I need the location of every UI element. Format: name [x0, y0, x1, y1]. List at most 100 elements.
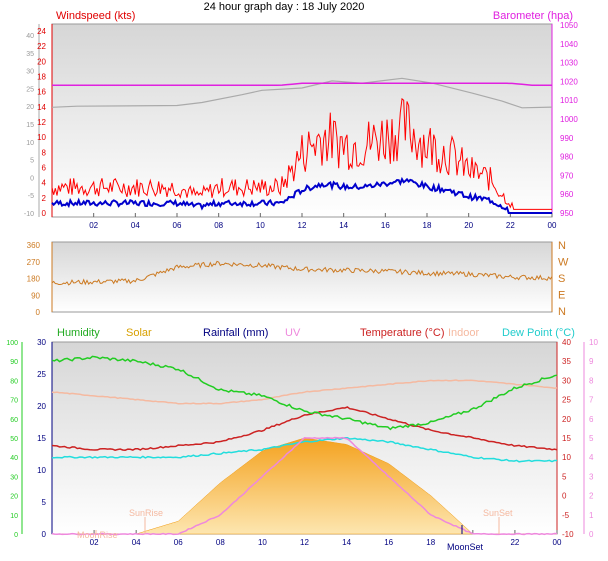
- temperature-tick-label: 35: [562, 357, 571, 366]
- outer-tick-label: 0: [30, 175, 34, 182]
- humidity-tick-label: 90: [10, 359, 18, 366]
- chart-title: 24 hour graph day : 18 July 2020: [204, 1, 365, 13]
- temperature-tick-label: 40: [562, 338, 571, 347]
- rainfall-label: Rainfall (mm): [203, 327, 268, 339]
- top-x-tick-label: 04: [131, 221, 140, 230]
- degree-tick-label: 360: [27, 241, 41, 250]
- top-x-tick-label: 14: [339, 221, 348, 230]
- uv-tick-label: 4: [589, 453, 594, 462]
- outer-tick-label: 35: [26, 51, 34, 58]
- outer-tick-label: 25: [26, 86, 34, 93]
- top-x-tick-label: 00: [548, 221, 557, 230]
- barometer-tick-label: 1010: [560, 96, 578, 105]
- rain-ticks: 30 25 20 15 10 5 0: [37, 338, 46, 539]
- barometer-tick-label: 970: [560, 171, 574, 180]
- uv-label: UV: [285, 327, 301, 339]
- outer-tick-label: 40: [26, 33, 34, 40]
- outer-tick-label: 5: [30, 158, 34, 165]
- humidity-tick-label: 70: [10, 398, 18, 405]
- uv-tick-label: 0: [589, 530, 594, 539]
- dewpoint-line: [52, 436, 557, 463]
- rain-tick-label: 15: [37, 434, 46, 443]
- solar-label: Solar: [126, 327, 152, 339]
- uv-tick-label: 5: [589, 434, 594, 443]
- windspeed-tick-label: 22: [37, 42, 46, 51]
- barometer-tick-label: 960: [560, 190, 574, 199]
- windspeed-tick-label: 18: [37, 73, 46, 82]
- humidity-tick-label: 50: [10, 436, 18, 443]
- windspeed-tick-label: 6: [42, 164, 47, 173]
- compass-tick-label: W: [558, 257, 569, 269]
- uv-tick-label: 8: [589, 376, 594, 385]
- degree-tick-label: 0: [36, 308, 41, 317]
- windspeed-tick-label: 20: [37, 57, 46, 66]
- top-x-tick-label: 18: [423, 221, 432, 230]
- compass-tick-label: S: [558, 273, 565, 285]
- humidity-tick-label: 10: [10, 513, 18, 520]
- top-x-tick-label: 06: [173, 221, 182, 230]
- windspeed-tick-label: 0: [42, 209, 47, 218]
- uv-tick-label: 10: [589, 338, 598, 347]
- temperature-tick-label: 10: [562, 453, 571, 462]
- direction-plot-area: [51, 241, 553, 313]
- windspeed-tick-label: 16: [37, 88, 46, 97]
- outer-tick-label: -5: [28, 193, 34, 200]
- outer-tick-label: 15: [26, 122, 34, 129]
- barometer-ticks: 1050 1040 1030 1020 1010 1000 990 980 970 960 950: [560, 21, 578, 218]
- humidity-tick-label: 30: [10, 474, 18, 481]
- bottom-legend: Humidity Solar Rainfall (mm) UV Temperat…: [57, 327, 575, 339]
- uv-tick-label: 3: [589, 472, 594, 481]
- outer-tick-label: 30: [26, 69, 34, 76]
- bottom-x-tick-label: 22: [510, 538, 519, 547]
- bottom-x-tick-label: 04: [132, 538, 141, 547]
- bottom-x-tick-label: 06: [174, 538, 183, 547]
- temperature-tick-label: -5: [562, 511, 570, 520]
- top-x-ticks: 02 04 06 08 10 12 14 16 18 20 22 00: [89, 213, 557, 230]
- compass-tick-label: E: [558, 290, 565, 302]
- degree-tick-label: 270: [27, 258, 41, 267]
- bottom-x-tick-label: 18: [426, 538, 435, 547]
- top-x-tick-label: 12: [298, 221, 307, 230]
- humidity-tick-label: 100: [6, 340, 18, 347]
- windspeed-tick-label: 14: [37, 103, 46, 112]
- outer-tick-label: 10: [26, 140, 34, 147]
- bottom-x-tick-label: 10: [258, 538, 267, 547]
- uv-tick-label: 2: [589, 492, 594, 501]
- temperature-tick-label: 30: [562, 376, 571, 385]
- wind-direction-line: [51, 260, 553, 286]
- humidity-tick-label: 80: [10, 378, 18, 385]
- outer-tick-label: -10: [24, 211, 34, 218]
- humidity-tick-label: 40: [10, 455, 18, 462]
- barometer-tick-label: 1030: [560, 59, 578, 68]
- uv-line: [51, 436, 558, 536]
- barometer-tick-label: 1000: [560, 115, 578, 124]
- windspeed-tick-label: 4: [42, 179, 47, 188]
- gray-series-line: [51, 77, 553, 109]
- rain-tick-label: 10: [37, 466, 46, 475]
- top-x-tick-label: 16: [381, 221, 390, 230]
- moonset-label: MoonSet: [447, 542, 484, 552]
- degree-tick-label: 180: [27, 275, 41, 284]
- humidity-tick-label: 60: [10, 417, 18, 424]
- humidity-tick-label: 0: [14, 532, 18, 539]
- compass-tick-label: N: [558, 240, 566, 252]
- sunset-label: SunSet: [483, 508, 513, 518]
- windspeed-tick-label: 12: [37, 118, 46, 127]
- windspeed-tick-label: 2: [42, 194, 47, 203]
- barometer-tick-label: 1050: [560, 21, 578, 30]
- barometer-tick-label: 1020: [560, 77, 578, 86]
- barometer-axis-label: Barometer (hpa): [493, 10, 573, 22]
- barometer-tick-label: 980: [560, 153, 574, 162]
- temperature-line: [51, 406, 558, 451]
- direction-degree-ticks: 360 270 180 90 0: [27, 241, 41, 317]
- indoor-label: Indoor: [448, 327, 480, 339]
- rain-tick-label: 0: [42, 530, 47, 539]
- compass-tick-label: N: [558, 306, 566, 318]
- degree-tick-label: 90: [31, 291, 40, 300]
- windspeed-axis-label: Windspeed (kts): [56, 10, 135, 22]
- bottom-x-ticks: 02 04 06 08 10 12 14 16 18 22 00: [90, 530, 562, 547]
- windspeed-tick-label: 24: [37, 27, 46, 36]
